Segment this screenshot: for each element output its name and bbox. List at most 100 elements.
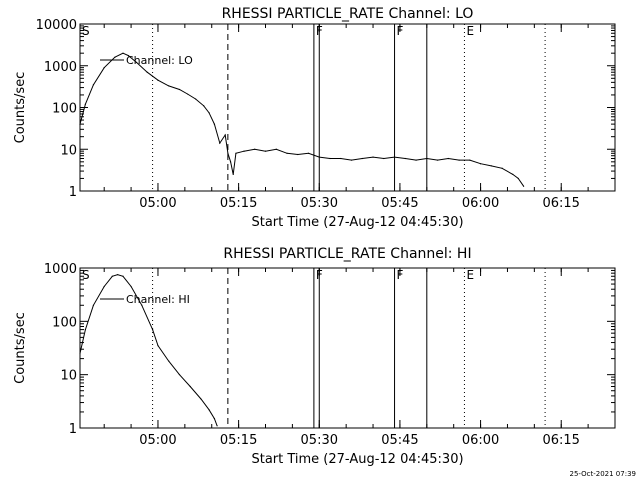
panel-2-data-point — [216, 425, 218, 427]
panel-2-annotation-F: F — [397, 268, 404, 282]
panel-1-data-point — [157, 79, 159, 81]
panel-2-data-point — [130, 285, 132, 288]
panel-1-data-point — [264, 150, 267, 152]
panel-2-data-point — [92, 304, 95, 306]
panel-1-data-point — [415, 159, 417, 161]
panel-2-data-point — [79, 352, 81, 355]
panel-1-data-point — [329, 157, 331, 160]
panel-1-y-tick-label: 100 — [52, 102, 77, 117]
panel-1-data-point — [243, 150, 245, 152]
panel-1-data-point — [178, 88, 181, 91]
panel-1-data-point — [501, 167, 503, 169]
panel-1-data-point — [203, 105, 205, 107]
panel-1-data-point — [232, 173, 234, 175]
panel-1-data-point — [224, 134, 226, 136]
panel-2-data-point — [200, 398, 202, 400]
panel-2-data-point — [84, 328, 86, 331]
panel-2-y-tick-label: 1000 — [44, 262, 77, 277]
panel-1-data-point — [135, 61, 138, 64]
panel-1-data-point — [127, 55, 129, 57]
timestamp-label: 25-Oct-2021 07:39 — [569, 470, 636, 478]
panel-2-x-tick-label: 05:00 — [139, 433, 176, 448]
panel-1-y-tick-label: 1 — [69, 185, 77, 200]
panel-1-title: RHESSI PARTICLE_RATE Channel: LO — [222, 6, 474, 22]
panel-1-data-point — [79, 123, 81, 125]
panel-1-data-point — [490, 165, 492, 167]
panel-1-data-point — [84, 103, 86, 105]
panel-1-data-point — [195, 98, 197, 100]
panel-1-data-point — [227, 152, 229, 154]
panel-1-data-point — [458, 159, 460, 161]
panel-1-x-tick-label: 05:45 — [381, 196, 418, 211]
panel-2-series-line — [79, 274, 218, 426]
panel-2-y-tick-label: 10 — [60, 369, 77, 384]
panel-1-data-point — [146, 71, 148, 73]
panel-2-data-point — [151, 328, 154, 331]
panel-1-x-tick-label: 06:00 — [462, 196, 499, 211]
panel-1-annotation-F: F — [316, 24, 323, 38]
panel-1-data-point — [512, 173, 514, 175]
panel-2-data-point — [178, 374, 181, 376]
panel-1-x-tick-label: 06:15 — [542, 196, 579, 211]
panel-2-y-tick-label: 1 — [69, 422, 77, 437]
panel-2-annotation-S: S — [82, 268, 90, 282]
panel-1-x-tick-label: 05:15 — [220, 196, 257, 211]
panel-1-data-point — [361, 157, 363, 160]
panel-1-data-point — [318, 156, 320, 158]
panel-2-legend-label: Channel: HI — [126, 293, 190, 306]
panel-1-legend-label: Channel: LO — [126, 54, 193, 67]
panel-2-data-point — [111, 275, 113, 277]
panel-2-x-tick-label: 05:30 — [301, 433, 338, 448]
panel-1-annotation-F: F — [397, 24, 404, 38]
panel-2-annotation-E: E — [466, 268, 474, 282]
panel-1-data-point — [229, 161, 232, 163]
panel-1-data-point — [275, 148, 277, 150]
panel-2-data-point — [122, 275, 124, 277]
panel-1-annotation-S: S — [82, 24, 90, 38]
panel-1-data-point — [383, 157, 385, 160]
panel-1-data-point — [168, 85, 170, 87]
panel-2-data-point — [141, 304, 143, 306]
panel-2-data-point — [189, 385, 191, 388]
panel-2-y-tick-label: 100 — [52, 315, 77, 330]
panel-1-x-tick-label: 05:30 — [301, 196, 338, 211]
panel-1-series-line — [79, 52, 525, 187]
panel-1-data-point — [92, 84, 95, 86]
panel-2-data-point — [213, 418, 216, 420]
panel-1-data-point — [479, 163, 482, 165]
panel-1-data-point — [208, 112, 210, 114]
panel-1-data-point — [297, 153, 299, 156]
panel-1-data-point — [404, 157, 406, 160]
panel-1-data-point — [447, 157, 449, 160]
panel-2-x-tick-label: 06:15 — [542, 433, 579, 448]
panel-1-data-point — [307, 152, 310, 154]
panel-1-data-point — [103, 67, 105, 69]
panel-1-x-tick-label: 05:00 — [139, 196, 176, 211]
panel-1-data-point — [254, 148, 256, 150]
panel-2-x-axis-label: Start Time (27-Aug-12 04:45:30) — [251, 452, 463, 467]
panel-1-data-point — [114, 56, 116, 58]
panel-2-x-tick-label: 05:15 — [220, 433, 257, 448]
panel-1-data-point — [186, 93, 189, 95]
panel-2-data-point — [103, 285, 105, 288]
panel-2-x-tick-label: 05:45 — [381, 433, 418, 448]
panel-2-data-point — [208, 409, 210, 411]
panel-1-y-tick-label: 10 — [60, 143, 77, 158]
panel-1-y-tick-label: 10000 — [36, 18, 77, 33]
panel-1-data-point — [436, 159, 439, 161]
panel-1-data-point — [522, 185, 525, 187]
panel-2-data-point — [117, 274, 119, 276]
panel-1-data-point — [350, 159, 353, 161]
panel-2-data-point — [157, 345, 159, 347]
panel-1-data-point — [213, 123, 216, 125]
panel-1-data-point — [286, 152, 288, 154]
panel-1-data-point — [469, 159, 471, 161]
panel-1-data-point — [517, 177, 519, 180]
panel-1-data-point — [219, 142, 221, 144]
panel-2-annotation-F: F — [316, 268, 323, 282]
panel-2-x-tick-label: 06:00 — [462, 433, 499, 448]
panel-2-data-point — [168, 360, 170, 362]
panel-1-data-point — [340, 157, 342, 160]
